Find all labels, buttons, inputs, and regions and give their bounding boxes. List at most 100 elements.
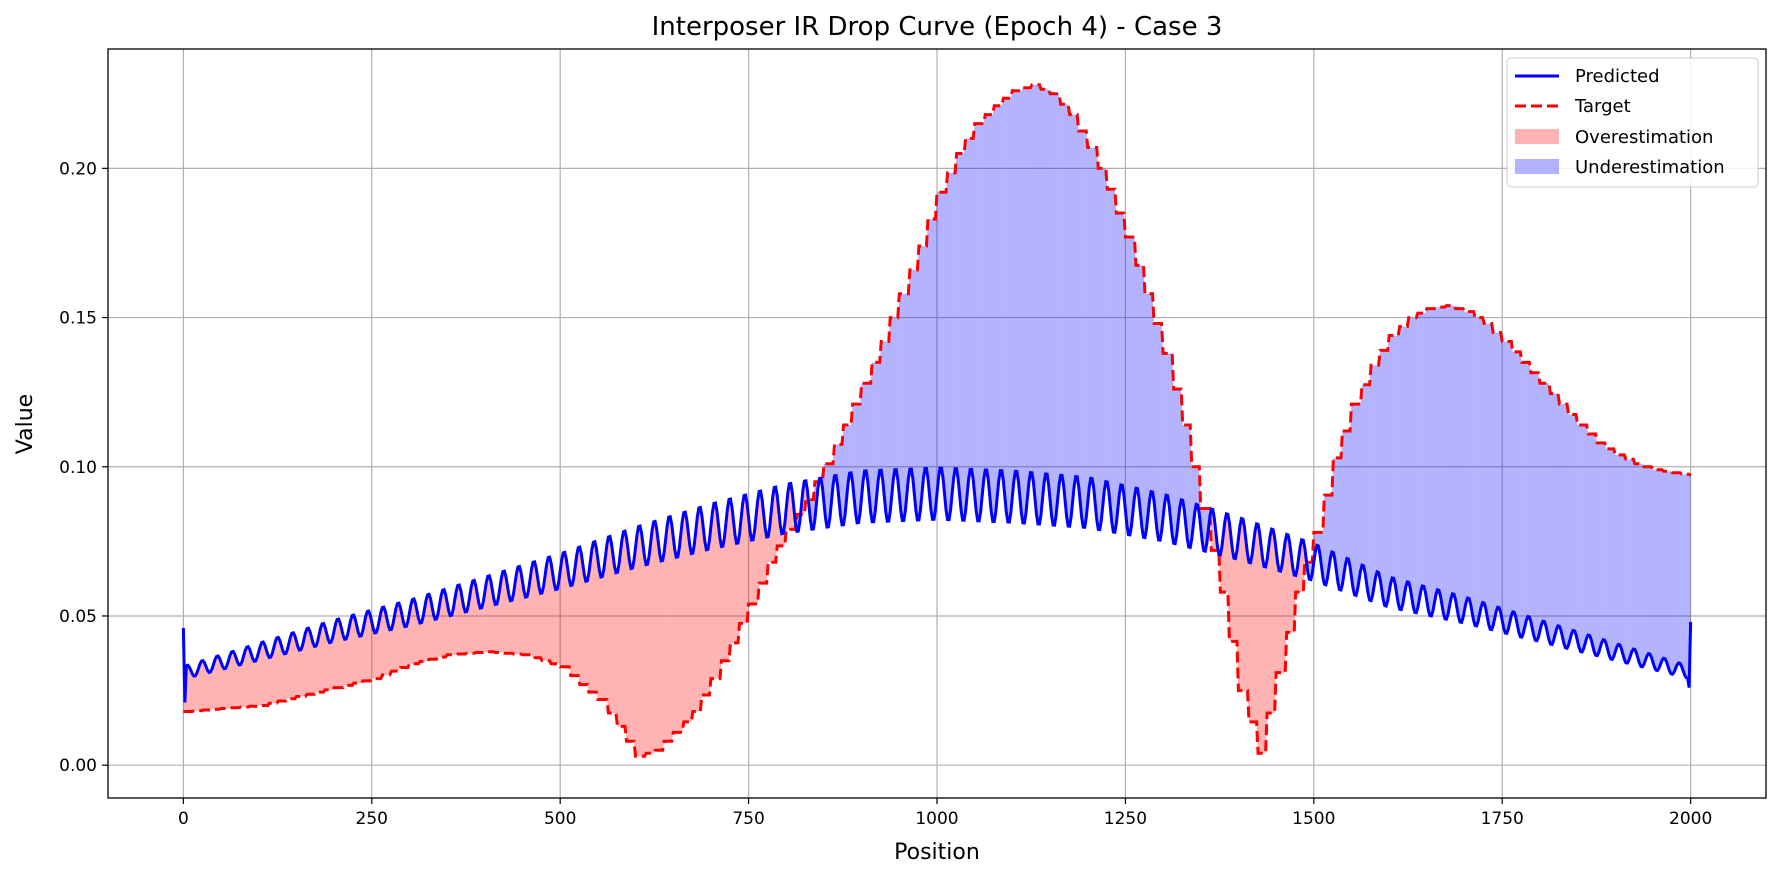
overestimation-area <box>234 653 237 708</box>
underestimation-area <box>1413 317 1415 613</box>
overestimation-area <box>472 580 475 654</box>
overestimation-area <box>668 516 671 742</box>
overestimation-area <box>306 628 309 695</box>
underestimation-area <box>1639 463 1641 667</box>
underestimation-area <box>1134 236 1136 498</box>
underestimation-area <box>1434 308 1436 603</box>
overestimation-area <box>555 589 558 664</box>
overestimation-area <box>554 583 556 664</box>
overestimation-area <box>590 549 592 693</box>
overestimation-area <box>736 542 739 643</box>
underestimation-area <box>988 114 990 496</box>
overestimation-area <box>624 531 627 742</box>
underestimation-area <box>1643 466 1646 665</box>
overestimation-area <box>632 560 635 742</box>
overestimation-area <box>667 517 669 742</box>
overestimation-area <box>670 516 672 742</box>
overestimation-area <box>545 564 547 661</box>
underestimation-area <box>1636 463 1638 659</box>
overestimation-area <box>352 615 354 686</box>
overestimation-area <box>282 650 285 702</box>
underestimation-area <box>1007 98 1010 523</box>
overestimation-area <box>379 612 381 679</box>
underestimation-area <box>1479 317 1482 615</box>
overestimation-area <box>423 608 425 662</box>
underestimation-area <box>1351 404 1354 588</box>
underestimation-area <box>989 114 992 512</box>
overestimation-area <box>311 637 313 695</box>
underestimation-area <box>1053 93 1055 526</box>
overestimation-area <box>416 610 419 664</box>
underestimation-area <box>1568 414 1571 645</box>
underestimation-area <box>915 269 918 520</box>
underestimation-area <box>1123 213 1126 511</box>
overestimation-area <box>664 538 666 742</box>
overestimation-area <box>593 541 595 693</box>
overestimation-area <box>350 615 353 686</box>
overestimation-area <box>600 576 603 700</box>
overestimation-area <box>1271 529 1274 713</box>
overestimation-area <box>502 571 505 654</box>
overestimation-area <box>398 603 401 672</box>
overestimation-area <box>222 666 225 709</box>
underestimation-area <box>1669 471 1672 674</box>
overestimation-area <box>465 611 467 655</box>
underestimation-area <box>1598 442 1601 653</box>
overestimation-area <box>343 635 345 688</box>
underestimation-area <box>1591 433 1593 646</box>
overestimation-area <box>459 585 461 655</box>
overestimation-area <box>649 543 651 754</box>
overestimation-area <box>389 629 392 675</box>
underestimation-area <box>982 123 984 496</box>
overestimation-area <box>392 616 395 672</box>
x-tick-label: 1250 <box>1104 809 1147 829</box>
underestimation-area <box>1145 293 1147 538</box>
overestimation-area <box>212 664 214 710</box>
overestimation-area <box>349 620 351 686</box>
underestimation-area <box>1594 433 1596 656</box>
underestimation-area <box>994 105 996 522</box>
overestimation-area <box>353 615 356 684</box>
overestimation-area <box>442 589 445 658</box>
overestimation-area <box>581 553 583 685</box>
overestimation-area <box>257 651 259 707</box>
underestimation-area <box>932 219 934 520</box>
overestimation-area <box>420 622 422 662</box>
overestimation-area <box>385 611 387 675</box>
overestimation-area <box>715 503 717 679</box>
overestimation-area <box>258 646 261 706</box>
underestimation-area <box>1640 463 1643 667</box>
underestimation-area <box>941 192 944 479</box>
overestimation-area <box>395 603 398 672</box>
underestimation-area <box>1084 131 1087 528</box>
underestimation-area <box>1050 93 1052 516</box>
overestimation-area <box>413 598 416 664</box>
overestimation-area <box>418 618 421 664</box>
overestimation-area <box>1289 542 1292 633</box>
underestimation-area <box>985 114 987 471</box>
underestimation-area <box>1024 87 1026 524</box>
underestimation-area <box>1036 84 1038 524</box>
overestimation-area <box>719 538 722 679</box>
overestimation-area <box>781 533 784 546</box>
overestimation-area <box>367 611 369 681</box>
underestimation-area <box>1687 474 1690 688</box>
underestimation-area <box>1541 383 1543 625</box>
underestimation-area <box>1356 404 1358 596</box>
overestimation-area <box>1241 518 1243 691</box>
x-tick-label: 1000 <box>915 809 958 829</box>
overestimation-area <box>213 659 216 710</box>
underestimation-area <box>879 341 882 471</box>
underestimation-area <box>1658 469 1661 669</box>
overestimation-area <box>1277 562 1280 673</box>
overestimation-area <box>386 618 389 675</box>
underestimation-area <box>1661 469 1664 661</box>
overestimation-area <box>623 531 625 727</box>
overestimation-area <box>260 642 262 706</box>
overestimation-area <box>507 585 509 654</box>
underestimation-area <box>1517 351 1519 633</box>
underestimation-area <box>943 192 945 494</box>
underestimation-area <box>949 172 951 520</box>
overestimation-area <box>267 654 270 706</box>
overestimation-area <box>618 552 621 727</box>
